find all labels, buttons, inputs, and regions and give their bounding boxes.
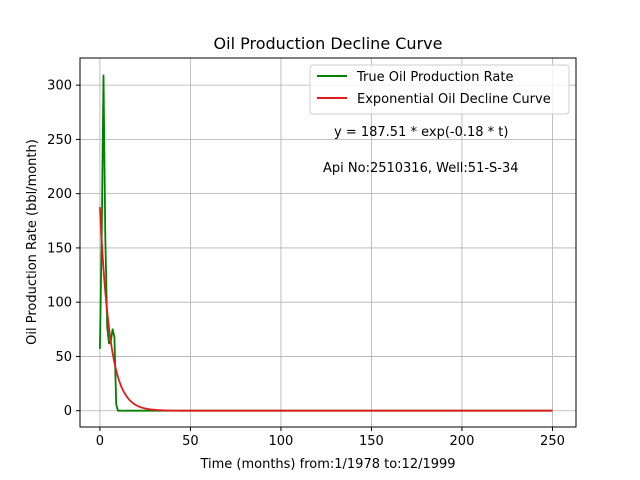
legend-box xyxy=(309,64,570,115)
well-annotation: Api No:2510316, Well:51-S-34 xyxy=(323,161,519,176)
y-tick-label: 100 xyxy=(47,296,72,311)
legend-label-decline-curve: Exponential Oil Decline Curve xyxy=(357,92,551,107)
chart-title: Oil Production Decline Curve xyxy=(214,34,443,53)
equation-annotation: y = 187.51 * exp(-0.18 * t) xyxy=(334,125,508,140)
series-exponential-decline-line xyxy=(99,207,553,412)
axes-frame xyxy=(79,57,577,428)
plot-area xyxy=(99,74,553,412)
x-tick-label: 200 xyxy=(450,434,475,449)
axis-ticks: 0 50 100 150 200 250 0 50 100 150 200 250 300 xyxy=(47,79,565,449)
y-tick-label: 200 xyxy=(47,187,72,202)
x-tick-label: 100 xyxy=(269,434,294,449)
x-tick-label: 0 xyxy=(96,434,104,449)
x-tick-label: 250 xyxy=(540,434,565,449)
x-tick-label: 50 xyxy=(182,434,199,449)
y-axis-label: Oil Production Rate (bbl/month) xyxy=(25,139,40,345)
y-tick-label: 50 xyxy=(55,350,72,365)
legend-label-true-rate: True Oil Production Rate xyxy=(356,70,513,85)
x-tick-label: 150 xyxy=(359,434,384,449)
legend: True Oil Production Rate Exponential Oil… xyxy=(309,64,570,115)
y-tick-label: 250 xyxy=(47,133,72,148)
y-tick-label: 150 xyxy=(47,241,72,256)
x-axis-label: Time (months) from:1/1978 to:12/1999 xyxy=(199,457,455,472)
y-tick-label: 300 xyxy=(47,79,72,94)
grid-lines xyxy=(80,58,576,427)
y-tick-label: 0 xyxy=(64,404,72,419)
